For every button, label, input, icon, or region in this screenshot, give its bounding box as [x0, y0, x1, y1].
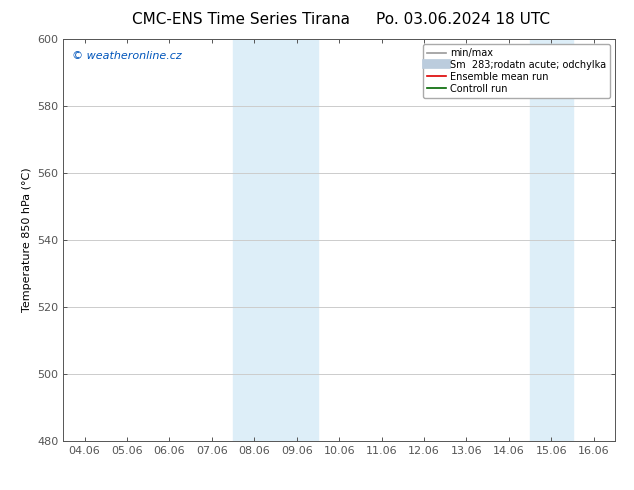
Y-axis label: Temperature 850 hPa (°C): Temperature 850 hPa (°C) [22, 168, 32, 313]
Text: © weatheronline.cz: © weatheronline.cz [72, 51, 181, 61]
Legend: min/max, Sm  283;rodatn acute; odchylka, Ensemble mean run, Controll run: min/max, Sm 283;rodatn acute; odchylka, … [423, 44, 610, 98]
Text: CMC-ENS Time Series Tirana: CMC-ENS Time Series Tirana [132, 12, 350, 27]
Bar [530, 39, 573, 441]
Text: Po. 03.06.2024 18 UTC: Po. 03.06.2024 18 UTC [376, 12, 550, 27]
Bar [233, 39, 318, 441]
